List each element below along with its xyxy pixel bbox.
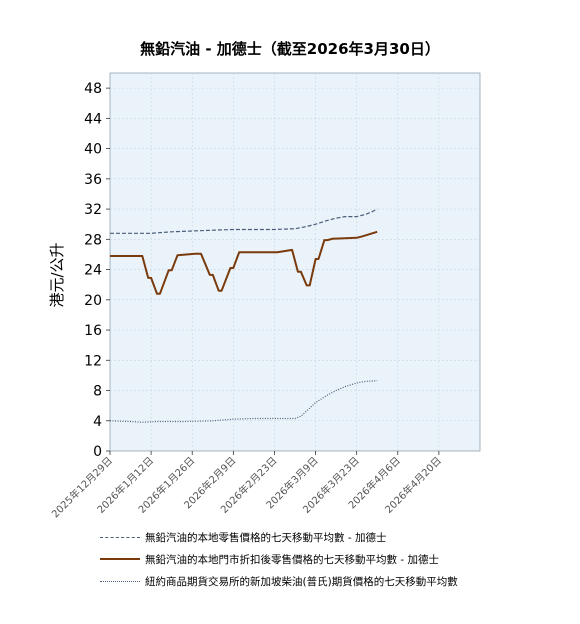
series-futures-line xyxy=(109,380,378,423)
y-tick-label: 8 xyxy=(93,384,102,400)
y-tick-label: 28 xyxy=(84,232,102,248)
x-axis: 2025年12月29日2026年1月12日2026年1月26日2026年2月9日… xyxy=(49,451,444,520)
legend-label-futures: 紐約商品期貨交易所的新加坡柴油(普氏)期貨價格的七天移動平均數 xyxy=(145,576,458,588)
y-tick-label: 32 xyxy=(84,202,102,218)
y-tick-label: 12 xyxy=(84,353,102,369)
legend-swatch-futures xyxy=(100,581,140,582)
legend-swatch-discount xyxy=(100,558,140,560)
legend-label-retail: 無鉛汽油的本地零售價格的七天移動平均數 - 加德士 xyxy=(145,532,387,544)
y-tick-label: 20 xyxy=(84,293,102,309)
y-tick-label: 4 xyxy=(93,414,102,430)
y-tick-label: 40 xyxy=(84,142,102,158)
legend-label-discount: 無鉛汽油的本地門市折扣後零售價格的七天移動平均數 - 加德士 xyxy=(145,554,439,566)
series-retail-line xyxy=(110,208,378,234)
y-tick-label: 16 xyxy=(84,323,102,339)
series-discount-line xyxy=(110,230,378,295)
y-tick-label: 36 xyxy=(84,172,102,188)
y-tick-label: 44 xyxy=(84,111,102,127)
y-tick-label: 48 xyxy=(84,81,102,97)
grid-lines xyxy=(110,73,480,451)
legend-swatch-retail xyxy=(100,537,140,538)
series-lines xyxy=(109,208,378,423)
y-tick-label: 0 xyxy=(93,444,102,460)
y-axis-label: 港元/公升 xyxy=(48,242,66,307)
y-tick-label: 24 xyxy=(84,263,102,279)
chart-title: 無鉛汽油 - 加德士（截至2026年3月30日） xyxy=(140,40,440,58)
